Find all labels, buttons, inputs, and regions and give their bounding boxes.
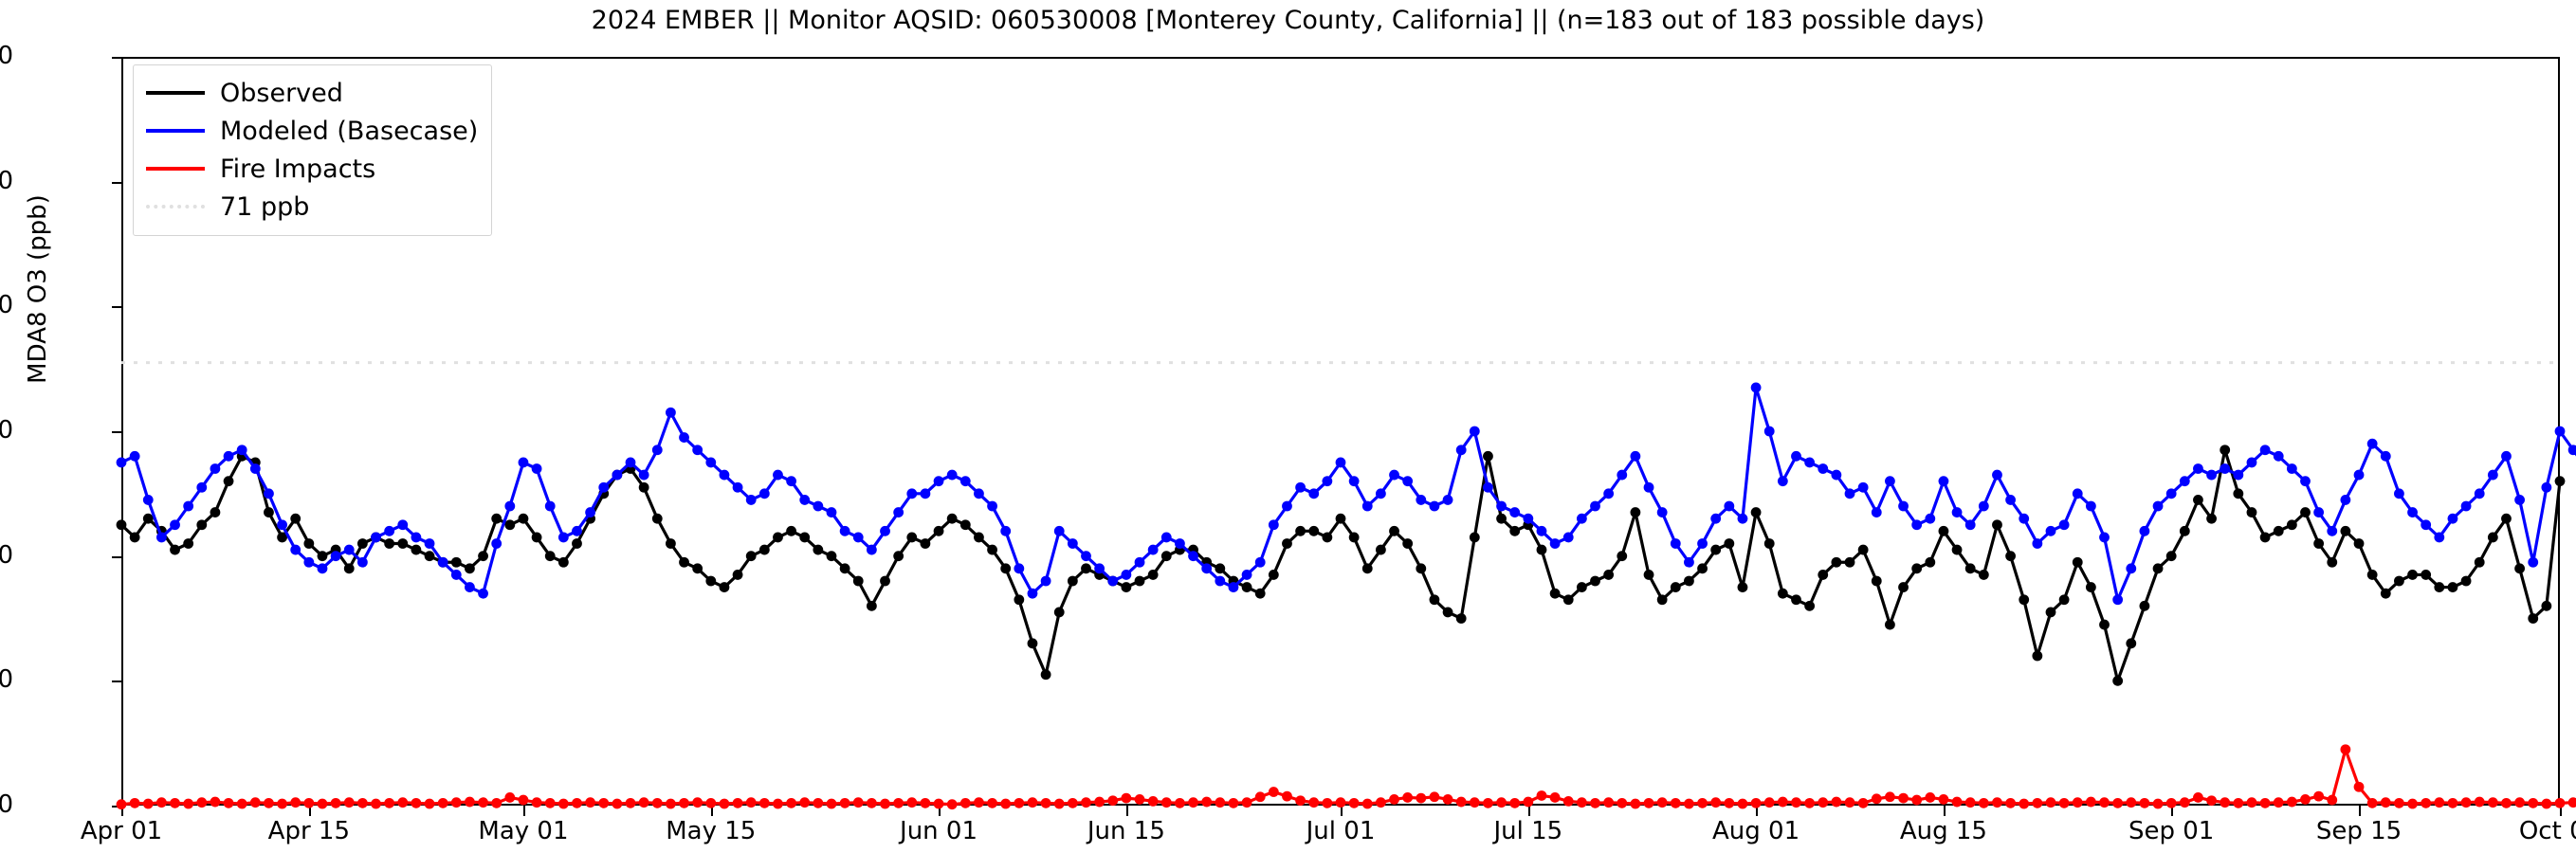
y-tick-label: 40	[0, 540, 13, 570]
legend-item: Fire Impacts	[146, 150, 478, 188]
legend-swatch-icon	[146, 83, 205, 102]
x-tick-mark	[1943, 806, 1946, 816]
y-tick-mark	[112, 57, 122, 59]
y-tick-label: 60	[0, 416, 13, 445]
x-tick-label: Jul 01	[1306, 817, 1376, 845]
x-tick-mark	[1527, 806, 1530, 816]
x-tick-label: May 15	[666, 817, 757, 845]
x-tick-mark	[522, 806, 525, 816]
legend-swatch-icon	[146, 159, 205, 178]
legend-label: Observed	[220, 78, 343, 108]
x-tick-label: Apr 15	[267, 817, 351, 845]
y-tick-label: 120	[0, 42, 13, 70]
y-tick-mark	[112, 681, 122, 683]
x-tick-label: Jun 01	[900, 817, 978, 845]
y-tick-label: 80	[0, 291, 13, 320]
data-point	[2567, 445, 2576, 456]
legend-swatch-icon	[146, 197, 205, 216]
y-tick-mark	[112, 181, 122, 184]
x-tick-mark	[710, 806, 713, 816]
x-tick-mark	[939, 806, 941, 816]
x-tick-mark	[1341, 806, 1343, 816]
x-tick-label: May 01	[478, 817, 569, 845]
y-axis-label: MDA8 O3 (ppb)	[24, 194, 52, 384]
x-tick-label: Apr 01	[80, 817, 163, 845]
legend-label: Fire Impacts	[220, 154, 376, 184]
chart-legend: Observed Modeled (Basecase) Fire Impacts 71…	[133, 64, 493, 236]
x-tick-mark	[2359, 806, 2362, 816]
x-tick-mark	[1756, 806, 1759, 816]
x-tick-label: Sep 01	[2128, 817, 2215, 845]
x-tick-label: Oct 01	[2518, 817, 2576, 845]
y-tick-label: 100	[0, 166, 13, 195]
x-tick-mark	[2560, 806, 2562, 816]
y-tick-mark	[112, 431, 122, 433]
x-tick-label: Sep 15	[2315, 817, 2402, 845]
page-title: 2024 EMBER || Monitor AQSID: 060530008 […	[591, 6, 1985, 35]
x-tick-mark	[121, 806, 123, 816]
x-tick-label: Aug 01	[1712, 817, 1800, 845]
x-tick-label: Aug 15	[1899, 817, 1987, 845]
legend-swatch-icon	[146, 121, 205, 140]
y-tick-mark	[112, 306, 122, 309]
legend-label: Modeled (Basecase)	[220, 116, 479, 146]
y-tick-label: 0	[0, 790, 13, 819]
x-tick-mark	[1125, 806, 1128, 816]
x-tick-label: Jul 15	[1493, 817, 1563, 845]
legend-label: 71 ppb	[220, 191, 310, 222]
legend-item: 71 ppb	[146, 188, 478, 226]
legend-item: Modeled (Basecase)	[146, 112, 478, 150]
data-point	[2567, 797, 2576, 808]
x-tick-mark	[308, 806, 311, 816]
y-tick-label: 20	[0, 665, 13, 695]
legend-item: Observed	[146, 74, 478, 112]
x-tick-label: Jun 15	[1087, 817, 1165, 845]
x-tick-mark	[2171, 806, 2174, 816]
y-tick-mark	[112, 555, 122, 558]
